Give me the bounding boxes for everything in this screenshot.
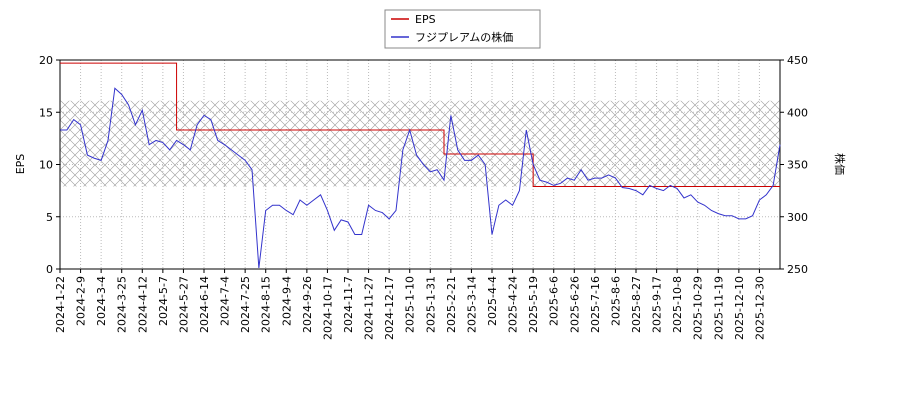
legend-label: EPS bbox=[415, 13, 436, 26]
x-tick-label: 2024-7-4 bbox=[219, 276, 232, 326]
x-tick-label: 2025-10-29 bbox=[692, 276, 705, 340]
y2-tick-label: 250 bbox=[787, 263, 808, 276]
x-tick-label: 2025-8-6 bbox=[609, 276, 622, 326]
x-tick-label: 2025-3-14 bbox=[465, 276, 478, 333]
y-tick-label: 15 bbox=[39, 106, 53, 119]
x-tick-label: 2024-12-17 bbox=[383, 276, 396, 340]
x-tick-label: 2025-12-30 bbox=[753, 276, 766, 340]
x-tick-label: 2024-9-26 bbox=[301, 276, 314, 333]
y-axis-label: EPS bbox=[14, 154, 27, 175]
y2-tick-label: 400 bbox=[787, 106, 808, 119]
y-tick-label: 5 bbox=[46, 211, 53, 224]
series-line bbox=[60, 62, 780, 187]
y-tick-label: 10 bbox=[39, 159, 53, 172]
x-tick-label: 2025-11-19 bbox=[712, 276, 725, 340]
y2-tick-label: 350 bbox=[787, 159, 808, 172]
plot-frame bbox=[59, 59, 781, 270]
x-tick-label: 2024-8-15 bbox=[260, 276, 273, 333]
x-tick-label: 2025-6-6 bbox=[548, 276, 561, 326]
x-tick-label: 2025-9-17 bbox=[651, 276, 664, 333]
y-tick-label: 0 bbox=[46, 263, 53, 276]
x-tick-label: 2024-7-25 bbox=[239, 276, 252, 333]
x-tick-label: 2024-3-25 bbox=[116, 276, 129, 333]
x-tick-label: 2024-2-9 bbox=[75, 276, 88, 326]
x-tick-label: 2025-5-19 bbox=[527, 276, 540, 333]
x-tick-label: 2025-6-26 bbox=[568, 276, 581, 333]
x-tick-label: 2024-6-14 bbox=[198, 276, 211, 333]
x-tick-label: 2025-2-21 bbox=[445, 276, 458, 333]
shaded-range bbox=[60, 100, 780, 187]
x-tick-label: 2025-1-31 bbox=[424, 276, 437, 333]
x-tick-label: 2024-5-27 bbox=[177, 276, 190, 333]
x-tick-label: 2025-4-4 bbox=[486, 276, 499, 326]
x-tick-label: 2025-10-8 bbox=[671, 276, 684, 333]
y2-axis-label: 株価 bbox=[833, 153, 847, 175]
x-tick-label: 2024-9-4 bbox=[280, 276, 293, 326]
x-tick-label: 2024-3-4 bbox=[95, 276, 108, 326]
legend-label: フジプレアムの株価 bbox=[415, 30, 513, 44]
x-tick-label: 2024-10-17 bbox=[321, 276, 334, 340]
x-tick-label: 2024-11-27 bbox=[363, 276, 376, 340]
x-tick-label: 2025-7-16 bbox=[589, 276, 602, 333]
series-line bbox=[60, 87, 781, 269]
x-tick-label: 2025-8-27 bbox=[630, 276, 643, 333]
x-tick-label: 2025-4-24 bbox=[507, 276, 520, 333]
y2-tick-label: 450 bbox=[787, 54, 808, 67]
y-tick-label: 20 bbox=[39, 54, 53, 67]
x-tick-label: 2024-4-12 bbox=[136, 276, 149, 333]
x-tick-label: 2024-1-22 bbox=[54, 276, 67, 333]
y2-tick-label: 300 bbox=[787, 211, 808, 224]
legend: EPS フジプレアムの株価 bbox=[384, 9, 541, 49]
x-tick-label: 2024-5-7 bbox=[157, 276, 170, 326]
x-tick-label: 2024-11-7 bbox=[342, 276, 355, 333]
legend-box bbox=[384, 9, 541, 49]
x-tick-label: 2025-1-10 bbox=[404, 276, 417, 333]
x-tick-label: 2025-12-10 bbox=[733, 276, 746, 340]
